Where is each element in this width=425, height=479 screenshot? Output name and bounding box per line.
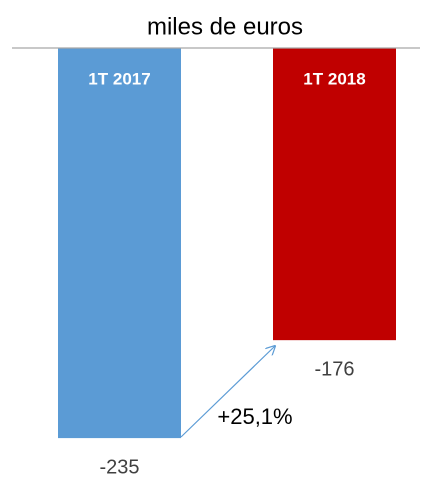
chart-title: miles de euros xyxy=(147,13,303,40)
annotation: +25,1% xyxy=(217,404,292,429)
value-label: -176 xyxy=(314,358,354,380)
arrow xyxy=(180,346,275,438)
bar xyxy=(273,48,396,341)
value-label: -235 xyxy=(99,456,139,478)
category-label: 1T 2018 xyxy=(303,69,365,88)
bar xyxy=(58,48,181,439)
category-label: 1T 2017 xyxy=(88,69,150,88)
